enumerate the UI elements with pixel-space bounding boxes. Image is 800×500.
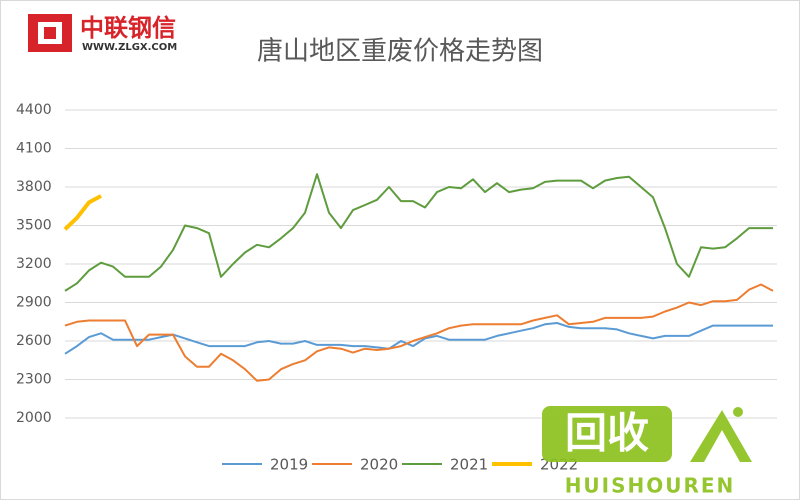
legend-label: 2021 [450,456,488,474]
watermark: 回收 HUISHOUREN [542,406,752,498]
y-tick-label: 4400 [16,102,52,118]
series-line [64,322,773,355]
y-tick-label: 2600 [16,333,52,349]
y-tick-label: 4100 [16,141,52,157]
logo-name: 中联钢信 [80,14,176,42]
logo-icon-core [44,27,56,39]
chart-title: 唐山地区重废价格走势图 [257,37,543,67]
y-tick-label: 3200 [16,256,52,272]
y-tick-label: 2000 [16,410,52,426]
y-tick-label: 2300 [16,372,52,388]
legend-label: 2020 [360,456,398,474]
y-tick-label: 3500 [16,218,52,234]
y-tick-label: 3800 [16,179,52,195]
y-tick-label: 2900 [16,295,52,311]
series-line [64,283,774,382]
series-line [64,173,773,292]
watermark-brand: HUISHOUREN [565,474,736,498]
series-line [63,194,102,231]
watermark-mark: 回收 [565,409,649,458]
legend-label: 2019 [270,456,308,474]
watermark-figure [690,410,752,462]
logo-url: WWW.ZLGX.COM [82,42,177,53]
logo: 中联钢信 WWW.ZLGX.COM [28,14,177,53]
watermark-head [733,407,743,417]
watermark-box [542,406,672,462]
